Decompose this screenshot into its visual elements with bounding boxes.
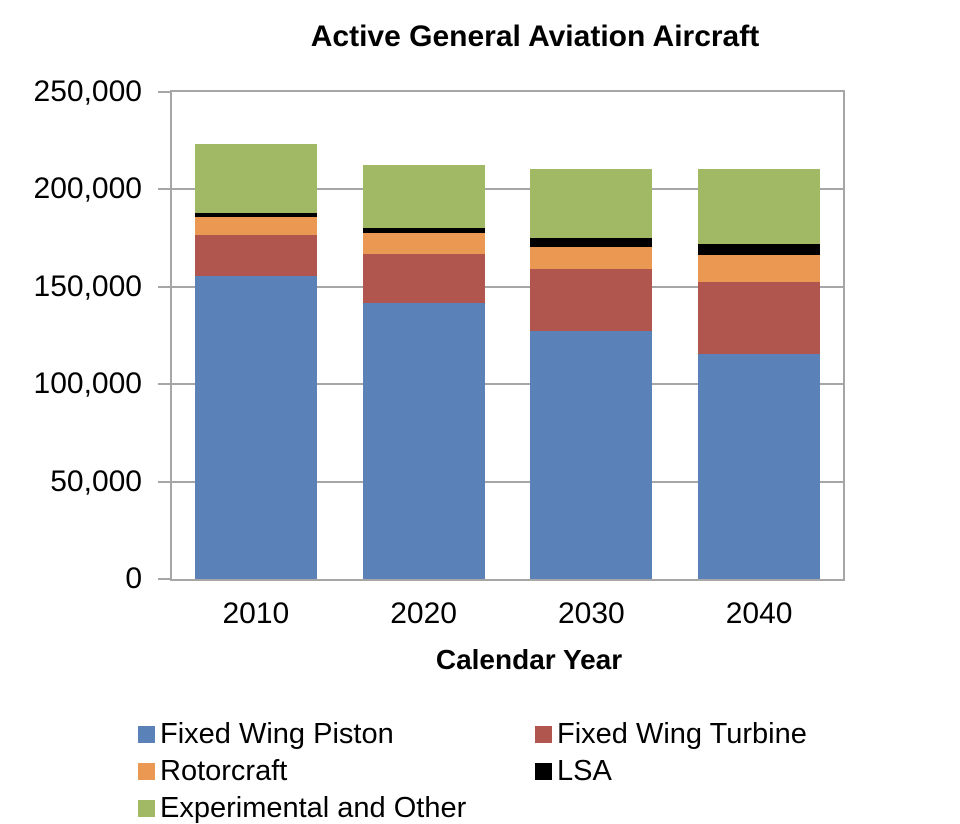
bar-segment-lsa — [530, 238, 653, 247]
legend: Fixed Wing Piston Fixed Wing Turbine Rotor… — [138, 716, 848, 824]
gridline — [172, 188, 843, 191]
bar-segment-lsa — [194, 212, 317, 217]
y-axis-label: 250,000 — [33, 75, 142, 108]
y-axis-tick — [158, 480, 170, 483]
bar-2040 — [698, 169, 821, 579]
legend-swatch-icon — [138, 763, 155, 780]
y-axis-label: 0 — [125, 562, 142, 595]
y-axis-tick — [158, 285, 170, 288]
x-axis-label: 2020 — [390, 597, 457, 630]
bar-segment-experimental-and-other — [362, 165, 485, 229]
y-axis-tick — [158, 188, 170, 191]
gridline — [172, 480, 843, 483]
bar-segment-lsa — [362, 228, 485, 234]
legend-item-rotorcraft: Rotorcraft — [138, 753, 535, 790]
legend-item-experimental-and-other: Experimental and Other — [138, 790, 535, 824]
legend-swatch-icon — [535, 726, 552, 743]
bar-segment-fixed-wing-turbine — [698, 281, 821, 355]
y-axis-label: 50,000 — [50, 464, 142, 498]
bar-segment-experimental-and-other — [194, 143, 317, 213]
bar-segment-rotorcraft — [194, 216, 317, 236]
y-axis-label: 150,000 — [33, 269, 142, 303]
bar-2020 — [362, 165, 485, 579]
bar-segment-fixed-wing-turbine — [194, 235, 317, 277]
bar-segment-experimental-and-other — [530, 168, 653, 239]
x-axis-label: 2040 — [725, 597, 793, 630]
bar-segment-rotorcraft — [530, 246, 653, 270]
legend-swatch-icon — [138, 800, 155, 817]
legend-label: Fixed Wing Piston — [160, 718, 394, 750]
bar-segment-fixed-wing-piston — [362, 303, 485, 579]
y-axis-label: 100,000 — [33, 367, 142, 401]
bar-segment-lsa — [698, 243, 821, 255]
x-axis-label: 2030 — [558, 597, 625, 630]
bar-segment-fixed-wing-piston — [194, 276, 317, 579]
legend-label: Experimental and Other — [160, 792, 467, 824]
bar-segment-fixed-wing-turbine — [362, 253, 485, 304]
gridline — [172, 383, 843, 386]
legend-swatch-icon — [535, 763, 552, 780]
y-axis-label: 200,000 — [33, 172, 142, 206]
legend-item-lsa: LSA — [535, 753, 848, 790]
legend-label: Fixed Wing Turbine — [557, 718, 807, 750]
legend-label: LSA — [557, 755, 612, 787]
bar-segment-rotorcraft — [698, 254, 821, 282]
bar-segment-fixed-wing-turbine — [530, 269, 653, 331]
bar-2030 — [530, 168, 653, 579]
plot-area — [170, 90, 845, 581]
legend-label: Rotorcraft — [160, 755, 288, 787]
gridline — [172, 285, 843, 288]
y-axis-tick — [158, 383, 170, 386]
bar-segment-fixed-wing-piston — [530, 330, 653, 579]
legend-swatch-icon — [138, 726, 155, 743]
y-axis-tick — [158, 578, 170, 580]
chart-title: Active General Aviation Aircraft — [310, 20, 760, 53]
x-axis-title: Calendar Year — [435, 644, 623, 675]
legend-item-fixed-wing-turbine: Fixed Wing Turbine — [535, 716, 848, 753]
bar-2010 — [194, 143, 317, 579]
x-axis-label: 2010 — [222, 597, 290, 630]
bar-segment-rotorcraft — [362, 233, 485, 254]
bar-segment-fixed-wing-piston — [698, 354, 821, 579]
y-axis-tick — [158, 91, 170, 93]
legend-item-fixed-wing-piston: Fixed Wing Piston — [138, 716, 535, 753]
bar-segment-experimental-and-other — [698, 169, 821, 244]
